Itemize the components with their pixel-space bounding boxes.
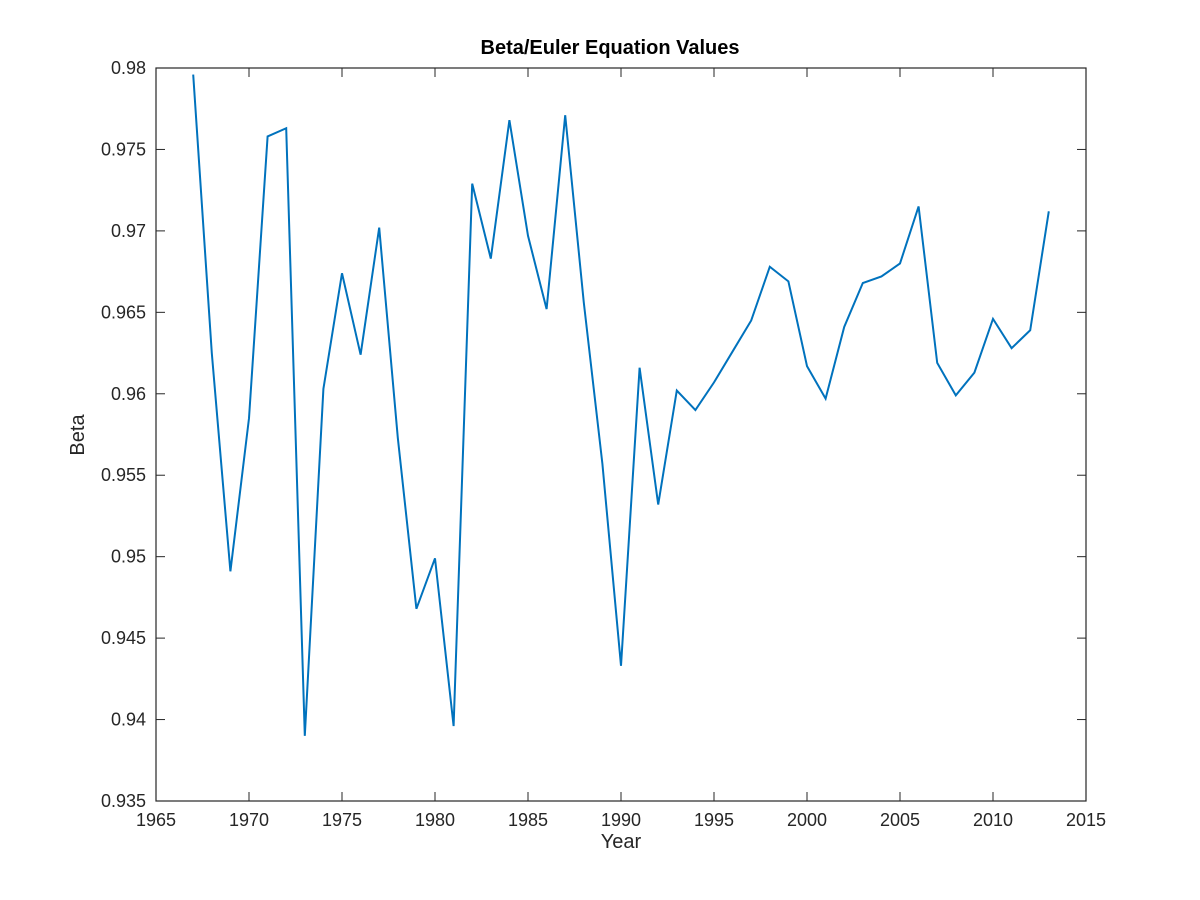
data-point [1029,329,1031,331]
data-point [434,557,436,559]
x-tick-label: 1995 [694,810,734,830]
x-tick-label: 1980 [415,810,455,830]
data-point [676,390,678,392]
data-point [843,326,845,328]
data-point [825,398,827,400]
y-tick-label: 0.965 [101,302,146,322]
data-point [583,302,585,304]
series-layer [192,74,1050,737]
ticks: 1965 1970 1975 1980 1985 1990 1995 2000 2005 2010… [101,58,1106,830]
data-point [285,127,287,129]
data-point [694,409,696,411]
data-point [378,227,380,229]
data-point [639,367,641,369]
x-tick-label: 2010 [973,810,1013,830]
data-point [992,318,994,320]
data-point [880,276,882,278]
data-point [490,258,492,260]
data-point [620,665,622,667]
data-point [248,417,250,419]
series-line [192,74,1050,736]
y-tick-label: 0.935 [101,791,146,811]
data-point [267,135,269,137]
data-point [1011,347,1013,349]
data-point [229,570,231,572]
x-tick-label: 2000 [787,810,827,830]
data-point [397,437,399,439]
data-point [453,725,455,727]
data-point [899,262,901,264]
x-axis-label: Year [601,831,642,853]
data-point [415,608,417,610]
y-tick-label: 0.945 [101,628,146,648]
x-tick-label: 1975 [322,810,362,830]
data-point [973,372,975,374]
x-tick-label: 2015 [1066,810,1106,830]
y-tick-label: 0.96 [111,384,146,404]
x-tick-label: 1985 [508,810,548,830]
x-tick-label: 2005 [880,810,920,830]
data-point [750,319,752,321]
data-point [862,282,864,284]
data-point [322,388,324,390]
data-point [211,352,213,354]
data-point [787,280,789,282]
chart-title: Beta/Euler Equation Values [481,37,740,59]
data-point [304,735,306,737]
data-point [918,205,920,207]
x-tick-label: 1990 [601,810,641,830]
data-point [192,74,194,76]
data-point [471,183,473,185]
data-point [713,381,715,383]
data-point [508,119,510,121]
y-axis-label: Beta [67,414,89,456]
data-point [564,114,566,116]
y-tick-label: 0.98 [111,58,146,78]
data-point [1048,210,1050,212]
data-point [360,354,362,356]
y-tick-label: 0.955 [101,465,146,485]
data-point [657,504,659,506]
data-point [955,394,957,396]
y-tick-label: 0.94 [111,710,146,730]
data-point [806,365,808,367]
y-tick-label: 0.97 [111,221,146,241]
data-point [601,463,603,465]
data-point [936,362,938,364]
data-point [546,308,548,310]
x-tick-label: 1965 [136,810,176,830]
y-tick-label: 0.975 [101,139,146,159]
data-point [527,235,529,237]
x-tick-label: 1970 [229,810,269,830]
data-point [341,272,343,274]
data-point [732,350,734,352]
data-point [769,266,771,268]
y-tick-label: 0.95 [111,547,146,567]
